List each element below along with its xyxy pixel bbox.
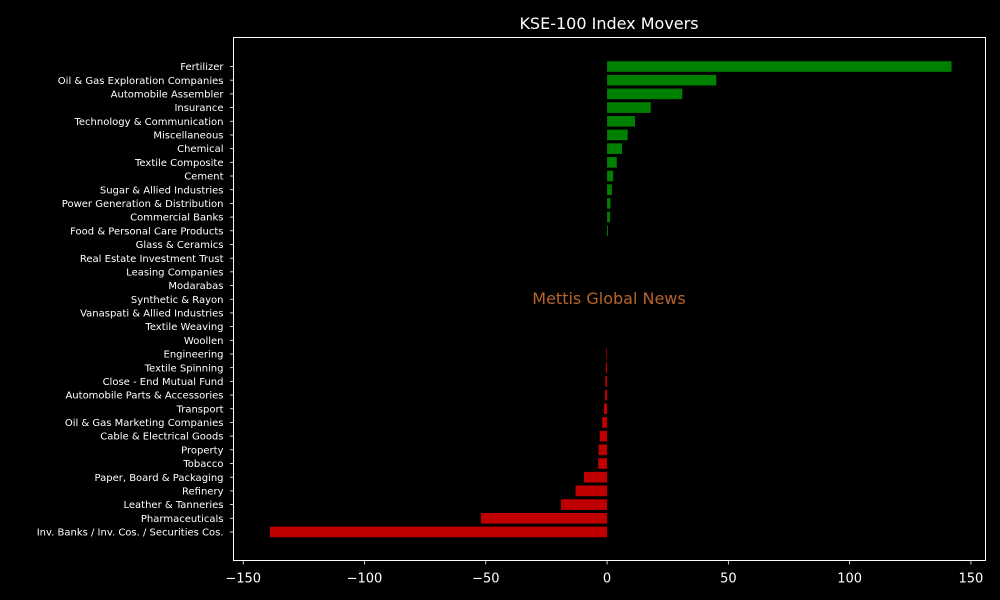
- category-label: Food & Personal Care Products: [70, 226, 223, 237]
- category-label: Chemical: [177, 144, 223, 155]
- bar: [605, 376, 608, 387]
- bar: [606, 348, 608, 360]
- bar: [607, 225, 609, 237]
- category-label: Commercial Banks: [130, 213, 223, 224]
- category-label: Power Generation & Distribution: [62, 199, 224, 210]
- bar: [607, 184, 612, 196]
- category-label: Cement: [184, 172, 223, 183]
- category-label: Tobacco: [182, 459, 223, 470]
- category-label: Close - End Mutual Fund: [103, 377, 224, 388]
- bar: [607, 74, 717, 86]
- bar: [607, 157, 617, 168]
- bar: [560, 499, 608, 510]
- bar: [584, 471, 608, 483]
- bar: [603, 403, 608, 415]
- category-label: Synthetic & Rayon: [131, 295, 224, 306]
- bar: [607, 198, 611, 209]
- bar: [607, 211, 610, 223]
- watermark: Mettis Global News: [532, 289, 685, 308]
- category-label: Real Estate Investment Trust: [80, 254, 224, 265]
- category-label: Miscellaneous: [153, 131, 223, 142]
- category-label: Vanaspati & Allied Industries: [80, 309, 223, 320]
- x-ticks-group: −150 −100 −50 0 50 100 150: [225, 560, 984, 587]
- category-label: Engineering: [164, 350, 224, 361]
- category-label: Inv. Banks / Inv. Cos. / Securities Cos.: [37, 528, 224, 539]
- bar: [607, 102, 651, 113]
- category-label: Transport: [176, 404, 224, 415]
- category-label: Automobile Assembler: [111, 89, 225, 100]
- bar: [598, 444, 608, 456]
- x-tick-label: −50: [472, 572, 499, 587]
- x-tick-label: −150: [225, 572, 261, 587]
- category-label: Woollen: [184, 336, 224, 347]
- bar: [269, 526, 608, 538]
- category-label: Paper, Board & Packaging: [95, 473, 224, 484]
- x-tick-label: 0: [603, 572, 611, 587]
- bar: [607, 61, 952, 72]
- category-label: Oil & Gas Marketing Companies: [65, 418, 224, 429]
- category-label: Refinery: [182, 486, 224, 497]
- category-label: Property: [181, 445, 223, 456]
- category-label: Technology & Communication: [74, 117, 224, 128]
- category-label: Leather & Tanneries: [123, 500, 223, 511]
- category-label: Fertilizer: [180, 62, 224, 73]
- bar: [599, 430, 608, 442]
- category-label: Modarabas: [168, 281, 223, 292]
- bar: [602, 417, 608, 428]
- category-label: Pharmaceuticals: [141, 514, 224, 525]
- category-label: Textile Weaving: [144, 322, 223, 333]
- category-label: Sugar & Allied Industries: [100, 185, 224, 196]
- category-label: Oil & Gas Exploration Companies: [58, 76, 224, 87]
- x-tick-label: 50: [720, 572, 737, 587]
- bar: [607, 115, 635, 127]
- bars-group: [269, 61, 952, 538]
- bar: [480, 512, 608, 524]
- x-tick-label: 100: [837, 572, 862, 587]
- x-tick-label: 150: [959, 572, 984, 587]
- bar: [598, 458, 608, 469]
- x-tick-label: −100: [347, 572, 383, 587]
- category-label: Textile Composite: [134, 158, 223, 169]
- plot-frame: [233, 37, 986, 561]
- category-label: Cable & Electrical Goods: [100, 432, 223, 443]
- bar: [607, 170, 614, 182]
- bar: [604, 389, 608, 401]
- bar: [607, 88, 683, 100]
- bar: [575, 485, 608, 497]
- category-label: Leasing Companies: [126, 267, 223, 278]
- category-label: Glass & Ceramics: [136, 240, 224, 251]
- bar: [605, 362, 608, 373]
- category-labels-group: Fertilizer Oil & Gas Exploration Companie…: [37, 62, 234, 539]
- bar: [607, 143, 623, 154]
- category-label: Automobile Parts & Accessories: [65, 391, 223, 402]
- chart-title: KSE-100 Index Movers: [519, 14, 698, 33]
- category-label: Insurance: [174, 103, 223, 114]
- category-label: Textile Spinning: [144, 363, 224, 374]
- bar: [607, 129, 628, 141]
